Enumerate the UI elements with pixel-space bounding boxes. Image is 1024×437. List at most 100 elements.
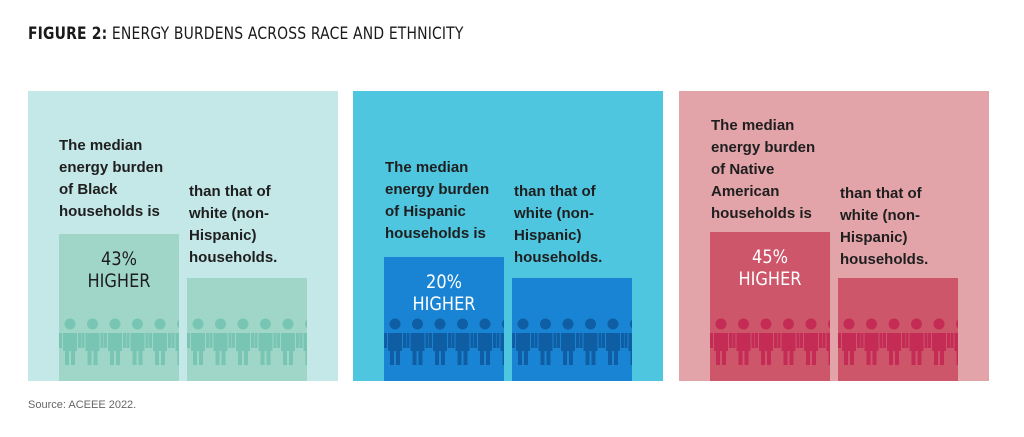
person-icon-arm: [512, 333, 515, 348]
people-icon-row: [512, 318, 632, 365]
person-icon-arm: [126, 333, 130, 348]
person-icon-body: [826, 333, 830, 365]
person-icon-body: [153, 333, 167, 365]
panel-hispanic: 20% HIGHER The median energy burden of Hi…: [353, 91, 663, 381]
panel-black: 43% HIGHER The median energy burden of Bl…: [28, 91, 338, 381]
source-note: Source: ACEEE 2022.: [28, 399, 137, 411]
person-icon-arm: [905, 333, 909, 348]
person-icon-arm: [78, 333, 81, 348]
person-icon-arm: [171, 333, 175, 348]
comparison-text: than that of white (non- Hispanic) house…: [514, 183, 603, 266]
person-icon-arm: [187, 333, 190, 348]
person-icon-arm: [273, 333, 277, 348]
person-icon-body: [63, 333, 77, 365]
person-icon-arm: [751, 333, 755, 348]
person-icon-arm: [474, 333, 477, 348]
person-icon-body: [478, 333, 492, 365]
person-icon-arm: [406, 333, 410, 348]
person-icon-body: [909, 333, 924, 365]
person-icon-head: [562, 318, 574, 330]
people-icon-row: [710, 318, 830, 365]
person-icon-head: [389, 318, 401, 330]
percent-higher-label: 45% HIGHER: [738, 246, 802, 290]
person-icon-arm: [777, 333, 781, 348]
person-icon-arm: [145, 333, 149, 348]
person-icon-body: [538, 333, 553, 365]
person-icon-body: [303, 333, 307, 365]
person-icon-body: [628, 333, 632, 365]
person-icon-head: [760, 318, 772, 330]
person-icon-body: [759, 333, 773, 365]
person-icon-arm: [860, 333, 864, 348]
person-icon-arm: [470, 333, 474, 348]
person-icon-head: [215, 318, 226, 330]
person-icon-arm: [384, 333, 387, 348]
person-icon-body: [887, 333, 901, 365]
person-icon-head: [502, 319, 504, 329]
person-icon-arm: [403, 333, 406, 348]
figure-title-text: ENERGY BURDENS ACROSS RACE AND ETHNICITY: [107, 24, 464, 44]
person-icon-head: [64, 318, 76, 330]
person-icon-arm: [232, 333, 235, 348]
person-icon-arm: [924, 333, 928, 348]
person-icon-head: [237, 318, 249, 330]
person-icon-arm: [429, 333, 432, 348]
person-icon-arm: [81, 333, 85, 348]
person-icon-body: [191, 333, 205, 365]
person-icon-head: [843, 318, 855, 330]
person-icon-arm: [621, 333, 624, 348]
person-icon-body: [781, 333, 796, 365]
person-icon-arm: [451, 333, 455, 348]
person-icon-head: [154, 318, 166, 330]
person-icon-head: [888, 318, 900, 330]
person-icon-arm: [277, 333, 280, 348]
group-description: The median energy burden of Black househ…: [59, 137, 164, 220]
person-icon-arm: [123, 333, 126, 348]
person-icon-arm: [100, 333, 104, 348]
person-icon-head: [607, 318, 619, 330]
person-icon-arm: [774, 333, 777, 348]
person-icon-head: [783, 318, 794, 330]
percent-higher-label: 43% HIGHER: [87, 248, 151, 292]
person-icon-body: [932, 333, 946, 365]
person-icon-head: [282, 318, 294, 330]
person-icon-arm: [206, 333, 209, 348]
person-icon-arm: [947, 333, 950, 348]
person-icon-head: [911, 318, 922, 330]
comparison-text: than that of white (non- Hispanic) house…: [189, 183, 278, 266]
people-icon-row: [384, 318, 504, 365]
person-icon-head: [434, 318, 446, 330]
person-icon-head: [540, 318, 551, 330]
person-icon-arm: [425, 333, 429, 348]
person-icon-arm: [732, 333, 736, 348]
person-icon-head: [828, 319, 830, 329]
percent-higher-label: 20% HIGHER: [412, 271, 476, 315]
people-icon-row: [838, 318, 958, 365]
person-icon-body: [583, 333, 598, 365]
person-icon-arm: [755, 333, 758, 348]
person-icon-body: [804, 333, 818, 365]
person-icon-head: [805, 318, 817, 330]
person-icon-body: [714, 333, 728, 365]
person-icon-arm: [883, 333, 886, 348]
person-icon-head: [738, 318, 749, 330]
person-icon-head: [517, 318, 529, 330]
person-icon-arm: [879, 333, 883, 348]
person-icon-arm: [800, 333, 803, 348]
person-icon-head: [305, 319, 307, 329]
person-icon-arm: [579, 333, 583, 348]
person-icon-body: [281, 333, 295, 365]
person-icon-head: [260, 318, 271, 330]
person-icon-head: [132, 318, 143, 330]
person-icon-body: [388, 333, 402, 365]
comparison-text: than that of white (non- Hispanic) house…: [840, 185, 929, 268]
people-icon-row: [187, 318, 307, 365]
person-icon-body: [561, 333, 575, 365]
person-icon-body: [516, 333, 530, 365]
person-icon-body: [130, 333, 145, 365]
person-icon-arm: [496, 333, 500, 348]
person-icon-arm: [209, 333, 213, 348]
person-icon-body: [864, 333, 879, 365]
person-icon-head: [457, 318, 468, 330]
person-icon-arm: [624, 333, 628, 348]
